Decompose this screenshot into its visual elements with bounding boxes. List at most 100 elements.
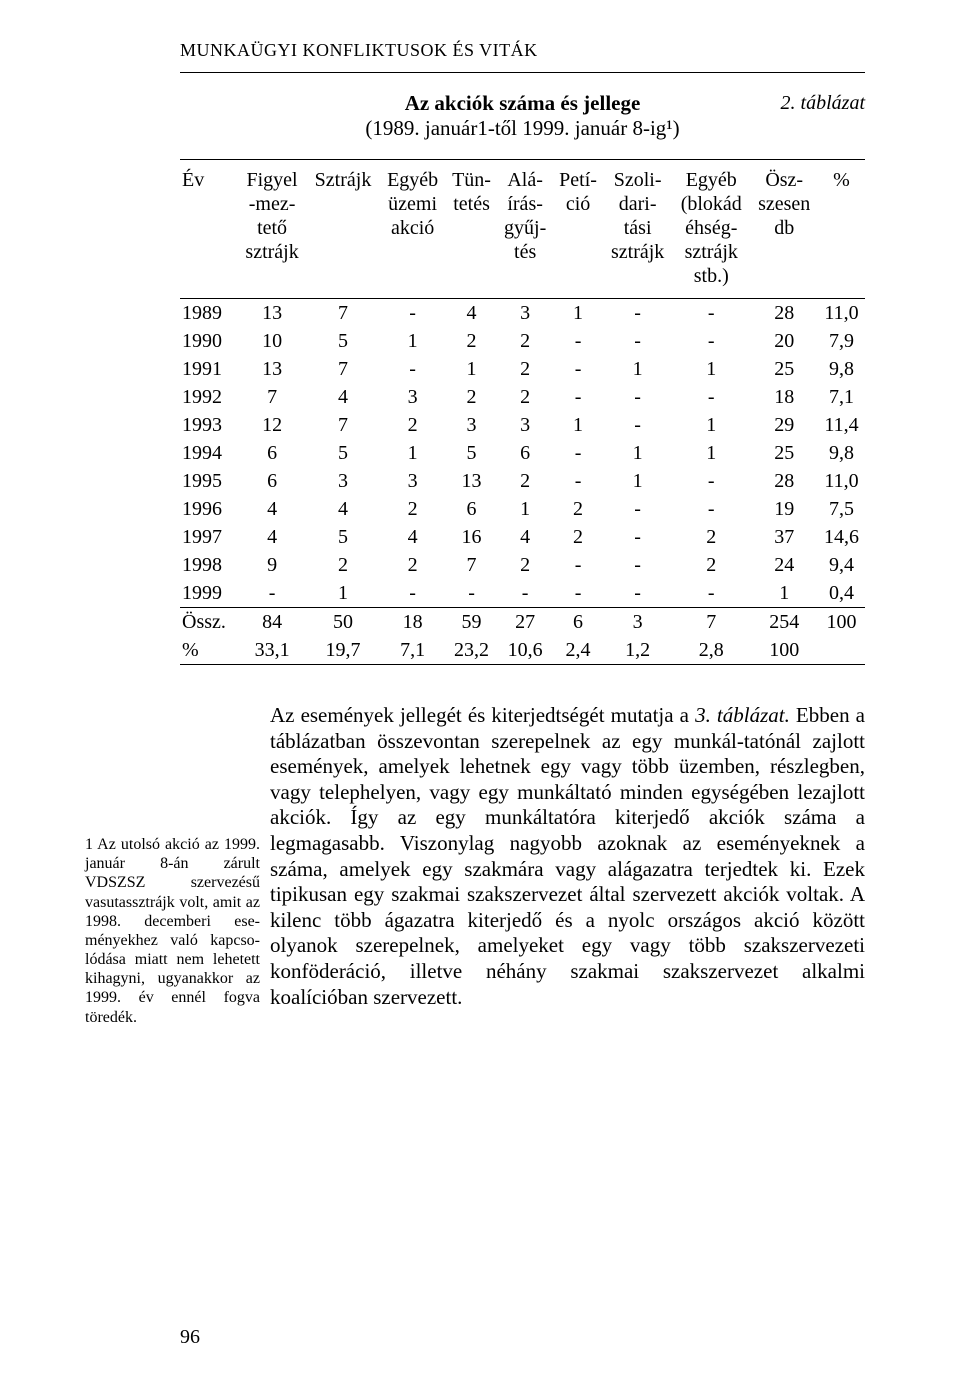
table-row: 199274322---187,1 bbox=[180, 383, 865, 411]
cell: 7 bbox=[307, 298, 380, 327]
cell: 1 bbox=[672, 355, 750, 383]
cell: - bbox=[603, 495, 672, 523]
cell: 9,8 bbox=[818, 355, 865, 383]
cell: 10 bbox=[238, 327, 307, 355]
cell: - bbox=[446, 579, 498, 608]
cell: 254 bbox=[750, 607, 818, 636]
cell: 9,4 bbox=[818, 551, 865, 579]
cell: - bbox=[553, 579, 603, 608]
cell: 25 bbox=[750, 355, 818, 383]
cell: 1 bbox=[603, 355, 672, 383]
table-title: Az akciók száma és jellege bbox=[180, 91, 865, 116]
summary-row: %33,119,77,123,210,62,41,22,8100 bbox=[180, 636, 865, 665]
cell: 2,8 bbox=[672, 636, 750, 665]
cell: 4 bbox=[497, 523, 553, 551]
cell: - bbox=[672, 579, 750, 608]
table-tag: 2. táblázat bbox=[781, 91, 865, 115]
cell: 1 bbox=[379, 327, 445, 355]
cell: 16 bbox=[446, 523, 498, 551]
cell: 2 bbox=[379, 411, 445, 439]
cell: 11,0 bbox=[818, 467, 865, 495]
actions-table: ÉvFigyel-mez-tetősztrájkSztrájkEgyébüzem… bbox=[180, 159, 865, 665]
cell: 13 bbox=[446, 467, 498, 495]
col-header: Szoli-dari-tásisztrájk bbox=[603, 159, 672, 298]
cell: 3 bbox=[379, 383, 445, 411]
cell: 1 bbox=[672, 439, 750, 467]
cell: - bbox=[603, 411, 672, 439]
cell: 1 bbox=[497, 495, 553, 523]
cell: - bbox=[672, 383, 750, 411]
cell: 14,6 bbox=[818, 523, 865, 551]
row-year: 1997 bbox=[180, 523, 238, 551]
cell: - bbox=[553, 467, 603, 495]
table-row: 1989137-431--2811,0 bbox=[180, 298, 865, 327]
row-year: 1996 bbox=[180, 495, 238, 523]
cell: 9 bbox=[238, 551, 307, 579]
cell: - bbox=[603, 298, 672, 327]
cell: - bbox=[553, 327, 603, 355]
cell: 59 bbox=[446, 607, 498, 636]
cell: 18 bbox=[379, 607, 445, 636]
table-row: 1990105122---207,9 bbox=[180, 327, 865, 355]
cell: 3 bbox=[497, 298, 553, 327]
cell: - bbox=[603, 327, 672, 355]
cell: 3 bbox=[379, 467, 445, 495]
col-header: % bbox=[818, 159, 865, 298]
cell: 2 bbox=[672, 551, 750, 579]
cell: - bbox=[553, 383, 603, 411]
table-row: 199892272--2249,4 bbox=[180, 551, 865, 579]
cell: 50 bbox=[307, 607, 380, 636]
cell: 2 bbox=[672, 523, 750, 551]
cell: 0,4 bbox=[818, 579, 865, 608]
summary-label: % bbox=[180, 636, 238, 665]
cell: - bbox=[553, 551, 603, 579]
cell bbox=[818, 636, 865, 665]
cell: 6 bbox=[238, 467, 307, 495]
cell: 12 bbox=[238, 411, 307, 439]
cell: 7 bbox=[672, 607, 750, 636]
cell: 33,1 bbox=[238, 636, 307, 665]
cell: - bbox=[672, 298, 750, 327]
paragraph-lead: Az események jellegét és kiterjedtségét … bbox=[270, 703, 695, 727]
body-text-row: 1 Az utolsó akció az 1999. január 8-án z… bbox=[180, 703, 865, 1027]
col-header: Alá-írás-gyűj-tés bbox=[497, 159, 553, 298]
table-row: 19974541642-23714,6 bbox=[180, 523, 865, 551]
cell: 5 bbox=[307, 439, 380, 467]
cell: 23,2 bbox=[446, 636, 498, 665]
cell: 100 bbox=[818, 607, 865, 636]
cell: - bbox=[379, 579, 445, 608]
cell: 5 bbox=[307, 327, 380, 355]
row-year: 1999 bbox=[180, 579, 238, 608]
cell: 2 bbox=[497, 355, 553, 383]
cell: 7 bbox=[446, 551, 498, 579]
cell: 4 bbox=[446, 298, 498, 327]
cell: 6 bbox=[446, 495, 498, 523]
cell: 5 bbox=[307, 523, 380, 551]
cell: 3 bbox=[446, 411, 498, 439]
row-year: 1998 bbox=[180, 551, 238, 579]
cell: 2 bbox=[497, 383, 553, 411]
cell: 11,0 bbox=[818, 298, 865, 327]
cell: 1 bbox=[603, 439, 672, 467]
cell: 2 bbox=[553, 495, 603, 523]
cell: 1 bbox=[307, 579, 380, 608]
cell: 25 bbox=[750, 439, 818, 467]
row-year: 1990 bbox=[180, 327, 238, 355]
table-title-block: 2. táblázat Az akciók száma és jellege (… bbox=[180, 91, 865, 141]
page-header: MUNKAÜGYI KONFLIKTUSOK ÉS VITÁK bbox=[180, 40, 865, 73]
cell: 4 bbox=[379, 523, 445, 551]
cell: 7 bbox=[307, 355, 380, 383]
col-header: Tün-tetés bbox=[446, 159, 498, 298]
col-header: Figyel-mez-tetősztrájk bbox=[238, 159, 307, 298]
cell: 2 bbox=[379, 551, 445, 579]
table-row: 1999-1------10,4 bbox=[180, 579, 865, 608]
col-header: Egyéb(blokádéhség-sztrájkstb.) bbox=[672, 159, 750, 298]
cell: 3 bbox=[307, 467, 380, 495]
cell: 7 bbox=[238, 383, 307, 411]
cell: 11,4 bbox=[818, 411, 865, 439]
table-row: 1996442612--197,5 bbox=[180, 495, 865, 523]
cell: 2 bbox=[497, 467, 553, 495]
cell: 7,1 bbox=[379, 636, 445, 665]
cell: 1 bbox=[603, 467, 672, 495]
table-row: 199465156-11259,8 bbox=[180, 439, 865, 467]
